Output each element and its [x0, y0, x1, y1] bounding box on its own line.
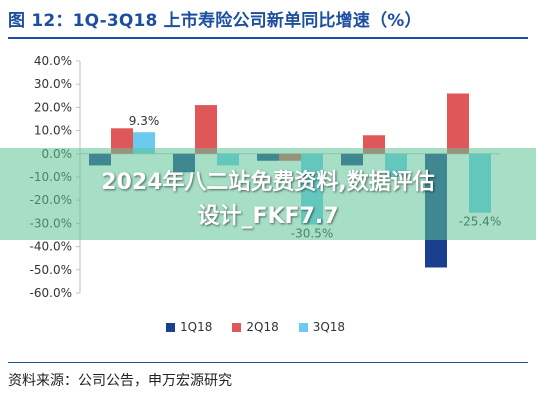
bar-2q18	[195, 105, 217, 154]
overlay-banner: 2024年八二站免费资料,数据评估 设计_FKF7.7	[0, 148, 536, 240]
bar-2q18	[111, 128, 133, 154]
y-tick-label: 30.0%	[34, 77, 72, 91]
overlay-text-line-2: 设计_FKF7.7	[197, 204, 339, 229]
legend-item-3q18: 3Q18	[298, 320, 346, 334]
legend-item-1q18: 1Q18	[166, 320, 212, 334]
overlay-text-line-1: 2024年八二站免费资料,数据评估	[101, 170, 435, 195]
legend-item-2q18: 2Q18	[232, 320, 279, 334]
bar-2q18	[447, 93, 469, 154]
legend-swatch	[298, 322, 308, 332]
y-tick-label: 40.0%	[34, 54, 72, 68]
source-note: 资料来源：公司公告，申万宏源研究	[8, 373, 232, 389]
y-tick-label: -50.0%	[30, 263, 72, 277]
chart-legend: 1Q18 2Q18 3Q18	[166, 320, 345, 334]
y-tick-label: 20.0%	[34, 100, 72, 114]
source-divider	[8, 362, 528, 363]
title-bar: 图 12：1Q-3Q18 上市寿险公司新单同比增速（%）	[0, 0, 536, 36]
title-divider	[8, 37, 528, 39]
legend-label: 2Q18	[246, 320, 279, 334]
y-tick-label: -60.0%	[30, 286, 72, 300]
chart-title: 图 12：1Q-3Q18 上市寿险公司新单同比增速（%）	[8, 11, 422, 31]
legend-swatch	[166, 322, 175, 332]
legend-label: 1Q18	[180, 320, 213, 334]
data-label: 9.3%	[129, 114, 160, 128]
y-tick-label: 10.0%	[34, 124, 72, 138]
legend-label: 3Q18	[312, 320, 346, 334]
legend-swatch	[232, 322, 242, 332]
y-tick-label: -40.0%	[30, 240, 72, 254]
